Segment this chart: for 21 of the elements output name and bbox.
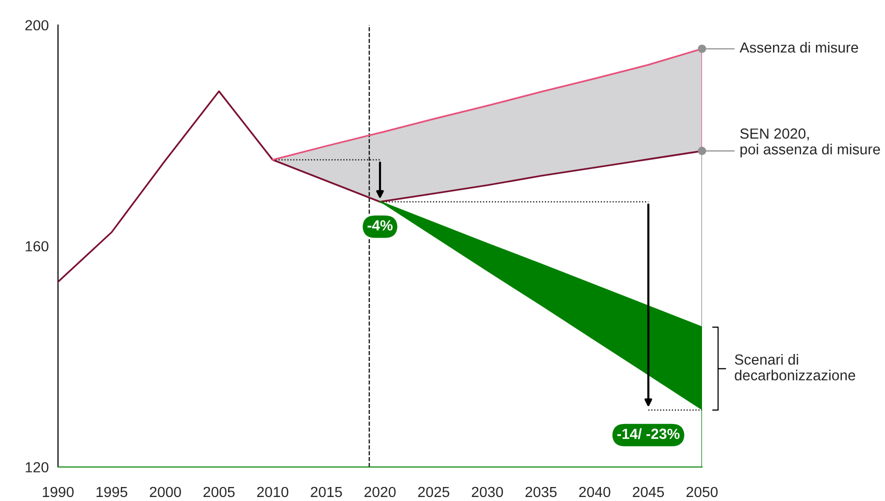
x-tick-label: 2035 <box>526 486 557 498</box>
x-tick-label: 1995 <box>96 486 128 498</box>
x-tick-label: 2010 <box>257 486 288 498</box>
x-tick-label: 2005 <box>204 486 235 498</box>
y-tick-label: 200 <box>25 20 48 30</box>
text: Scenari di decarbonizzazione <box>734 354 856 380</box>
legend-label: SEN 2020, poi assenza di misure <box>740 128 880 158</box>
x-tick-label: 1990 <box>42 486 74 498</box>
x-tick-label: 2000 <box>150 486 181 498</box>
x-tick-label: 2030 <box>472 486 503 498</box>
x-tick-label: 2040 <box>579 486 610 498</box>
x-tick-label: 2045 <box>632 486 664 498</box>
y-tick-label: 160 <box>26 241 48 252</box>
legend-label: Assenza di misure <box>740 42 858 53</box>
x-tick-label: 2050 <box>686 486 718 498</box>
x-tick-label: 2015 <box>310 486 342 498</box>
x-tick-label: 2025 <box>418 486 450 498</box>
x-tick-label: 2020 <box>364 486 396 498</box>
annotation: -4% <box>368 220 393 231</box>
y-tick-label: 120 <box>26 462 48 472</box>
annotation: -14/ -23% <box>617 428 680 440</box>
